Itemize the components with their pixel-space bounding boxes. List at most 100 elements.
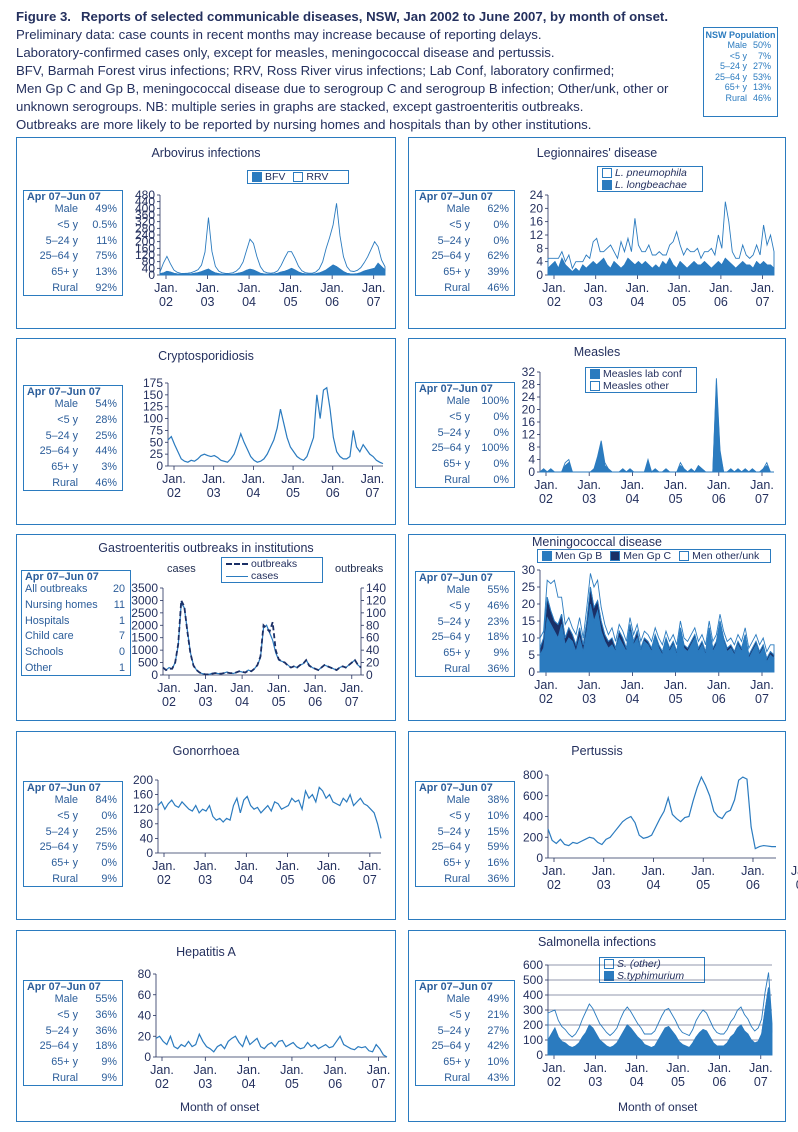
stats-label: 25–64 y [39, 1040, 78, 1053]
x-tick-label: Jan. 05 [664, 678, 688, 706]
stats-header: Apr 07–Jun 07 [27, 191, 101, 203]
stats-value: 28% [95, 413, 117, 426]
y-tick-label: 0 [148, 268, 155, 282]
header-line: Outbreaks are more likely to be reported… [16, 117, 592, 132]
stats-header: Apr 07–Jun 07 [419, 572, 493, 584]
y-tick-label: 80 [140, 817, 154, 831]
stats-label: Nursing homes [25, 598, 98, 611]
x-tick-label: Jan. 03 [193, 1063, 217, 1091]
stats-value: 62% [487, 250, 509, 263]
y-tick-label: 160 [135, 241, 155, 255]
nsw-population-box: NSW Population Male 50% <5 y 7% 5–24 y 27% … [703, 27, 778, 117]
y2-tick-label: 0 [366, 668, 373, 682]
stats-label: 25–64 y [431, 1040, 470, 1053]
stats-value: 0.5% [92, 218, 117, 231]
stats-value: 18% [95, 1040, 117, 1053]
stats-label: Male [446, 993, 470, 1005]
stats-value: 46% [487, 599, 509, 612]
nsw-population-title: NSW Population [705, 30, 776, 40]
stats-value: 13% [95, 266, 117, 279]
stats-value: 25% [95, 825, 117, 838]
stats-value: 59% [487, 841, 509, 854]
x-tick-label: Jan. 02 [157, 681, 181, 709]
y-tick-label: 0 [151, 668, 158, 682]
stats-header: Apr 07–Jun 07 [419, 782, 493, 794]
stats-label: 65+ y [51, 461, 78, 474]
figure-header: Figure 3. Reports of selected communicabl… [16, 8, 696, 134]
x-tick-label: Jan. 04 [626, 281, 650, 309]
stats-box: Apr 07–Jun 07 Male 49% <5 y 0.5% 5–24 y 11% 25–… [23, 190, 123, 296]
stats-value: 27% [487, 1024, 509, 1037]
stats-box: Apr 07–Jun 07 Male 100% <5 y 0% 5–24 y 0% 25–64… [415, 382, 515, 488]
stats-value: 0% [493, 410, 509, 423]
y-tick-label: 24 [522, 390, 536, 404]
y-tick-label: 200 [135, 235, 155, 249]
stats-value: 75% [95, 250, 117, 263]
y-tick-label: 1000 [131, 643, 158, 657]
x-tick-label: Jan.07 [751, 281, 775, 309]
stats-label: Male [446, 794, 470, 806]
header-line: Preliminary data: case counts in recent … [16, 27, 542, 42]
panel-title: Legionnaires' disease [536, 146, 658, 160]
stats-header: Apr 07–Jun 07 [419, 981, 493, 993]
stats-header: Apr 07–Jun 07 [27, 981, 101, 993]
stats-label: Rural [52, 872, 78, 885]
x-tick-label: Jan. 06 [707, 678, 731, 706]
stats-value: 42% [487, 1040, 509, 1053]
stats-value: 1 [118, 614, 125, 627]
stats-value: 100% [481, 395, 509, 407]
nsw-pop-value: 7% [757, 50, 771, 61]
x-tick-label: Jan.07 [340, 681, 364, 709]
stats-label: 65+ y [443, 1056, 470, 1069]
legend-label: Men Gp C [623, 550, 672, 562]
x-tick-label: Jan. 02 [534, 678, 558, 706]
y-tick-label: 600 [523, 789, 543, 803]
legend-swatch [602, 168, 612, 179]
stats-value: 1 [118, 661, 125, 674]
x-tick-label: Jan. 05 [280, 1063, 304, 1091]
stats-box: Apr 07–Jun 07 Male 54% <5 y 28% 5–24 y 25% 25–6… [23, 385, 123, 491]
stats-value: 62% [487, 203, 509, 215]
stats-value: 3% [101, 461, 117, 474]
stats-label: All outbreaks [25, 583, 88, 595]
stats-label: <5 y [449, 218, 470, 231]
right-axis-label: outbreaks [335, 563, 384, 575]
x-tick-label: Jan. 06 [303, 681, 327, 709]
panel-measles: Measles Apr 07–Jun 07 Male 100% <5 y 0% 5–24 y… [408, 338, 786, 525]
panel-gonorrhoea: Gonorrhoea Apr 07–Jun 07 Male 84% <5 y 0% 5–24… [16, 731, 396, 920]
stats-value: 7 [118, 630, 125, 643]
y-tick-label: 400 [135, 201, 155, 215]
stats-value: 36% [487, 872, 509, 885]
x-tick-label: Jan. 04 [621, 678, 645, 706]
stats-label: Child care [25, 630, 74, 643]
stats-value: 100% [481, 442, 509, 455]
x-tick-label: Jan. 03 [202, 472, 226, 500]
y-tick-label: 75 [150, 423, 164, 437]
y-tick-label: 8 [528, 440, 535, 454]
stats-label: 25–64 y [39, 445, 78, 458]
series-l-pneumophila [547, 201, 775, 273]
y-tick-label: 40 [142, 261, 156, 275]
stats-label: Rural [444, 473, 470, 486]
panel-title: Gastroenteritis outbreaks in institution… [98, 541, 314, 555]
y2-tick-label: 80 [366, 618, 380, 632]
y-tick-label: 12 [530, 228, 544, 242]
stats-label: Male [54, 993, 78, 1005]
stats-value: 54% [95, 398, 117, 410]
stats-value: 10% [487, 809, 509, 822]
x-tick-label: Jan. 03 [196, 281, 220, 309]
stats-header: Apr 07–Jun 07 [419, 191, 493, 203]
stats-value: 44% [95, 445, 117, 458]
stats-value: 84% [95, 794, 117, 806]
stats-label: 65+ y [51, 857, 78, 870]
nsw-pop-label: Rural [725, 92, 747, 103]
y-tick-label: 12 [522, 428, 536, 442]
x-tick-label: Jan. 06 [709, 281, 733, 309]
stats-value: 16% [487, 857, 509, 870]
stats-label: 5–24 y [437, 825, 470, 838]
